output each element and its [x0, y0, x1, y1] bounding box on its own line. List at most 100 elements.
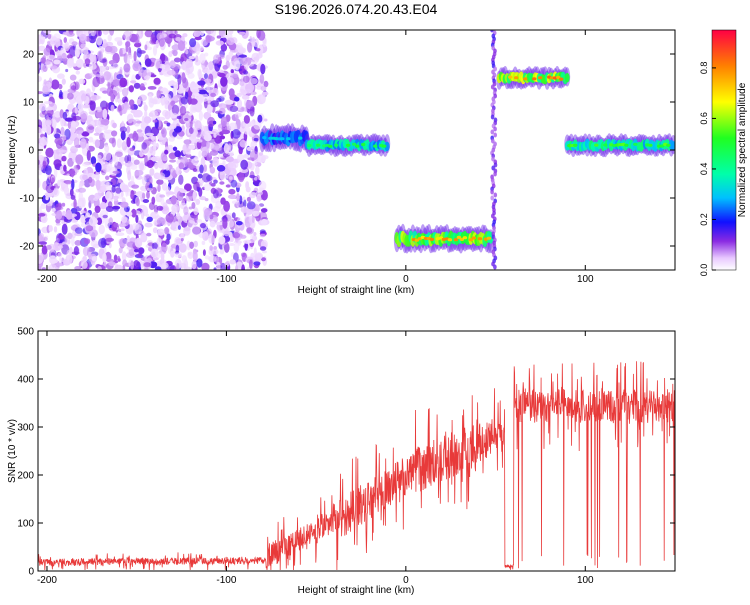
noise-blob [70, 145, 78, 154]
noise-blob [66, 54, 73, 59]
noise-blob [61, 52, 68, 62]
noise-blob [199, 30, 205, 36]
noise-blob [113, 254, 118, 262]
track-peak [355, 144, 360, 148]
snr-ytick-label: 400 [17, 375, 34, 386]
noise-blob [88, 63, 97, 70]
noise-blob [134, 109, 143, 118]
noise-blob [156, 89, 161, 99]
noise-blob [127, 170, 132, 181]
noise-blob [69, 188, 74, 197]
noise-blob [100, 201, 107, 210]
noise-blob [74, 168, 79, 173]
noise-blob [110, 104, 115, 112]
track-blob [490, 114, 495, 120]
noise-blob [57, 73, 65, 79]
noise-blob [161, 262, 169, 269]
noise-blob [249, 174, 256, 179]
track-core [303, 130, 309, 143]
noise-blob [67, 120, 72, 129]
noise-blob [68, 46, 77, 57]
noise-blob [61, 78, 66, 85]
noise-blob [170, 195, 177, 205]
noise-blob [42, 85, 49, 95]
noise-blob [131, 208, 137, 218]
noise-blob [122, 87, 129, 97]
noise-blob [158, 38, 165, 47]
noise-blob [218, 103, 223, 107]
noise-blob [61, 155, 67, 162]
noise-blob [102, 39, 107, 45]
colorbar-tick-label: 0.8 [699, 62, 709, 75]
noise-blob [74, 240, 82, 246]
noise-blob [115, 187, 122, 194]
noise-blob [80, 93, 87, 102]
noise-blob [141, 192, 146, 199]
track-peak [453, 238, 459, 242]
noise-blob [169, 123, 177, 130]
noise-blob [98, 238, 107, 248]
noise-blob [249, 259, 253, 269]
noise-blob [156, 179, 164, 185]
noise-blob [169, 159, 176, 163]
noise-blob [97, 154, 102, 159]
noise-blob [181, 215, 189, 222]
track-peak [462, 236, 468, 240]
noise-blob [139, 162, 145, 171]
noise-blob [81, 261, 88, 269]
noise-blob [48, 263, 57, 270]
noise-blob [69, 74, 77, 81]
spectrogram-ylabel: Frequency (Hz) [7, 116, 18, 185]
noise-blob [198, 110, 203, 121]
noise-blob [132, 132, 139, 142]
noise-blob [246, 208, 253, 215]
noise-blob [219, 262, 226, 270]
noise-blob [102, 131, 112, 140]
noise-blob [259, 233, 266, 238]
noise-blob [51, 79, 60, 90]
track-peak [648, 143, 653, 147]
track-peak [538, 76, 543, 80]
noise-blob [161, 205, 170, 215]
noise-blob [108, 89, 118, 98]
track-core [670, 141, 675, 151]
noise-blob [116, 74, 124, 80]
snr-series-line [38, 361, 675, 571]
noise-blob [201, 262, 210, 270]
noise-blob [186, 192, 194, 197]
snr-xtick-label: 100 [577, 575, 594, 586]
noise-blob [49, 255, 57, 264]
noise-blob [177, 74, 182, 85]
noise-blob [55, 222, 61, 226]
noise-blob [174, 236, 182, 246]
noise-blob [90, 95, 97, 102]
noise-blob [135, 120, 142, 124]
noise-blob [70, 85, 76, 90]
noise-blob [191, 202, 196, 209]
noise-blob [119, 77, 128, 88]
noise-blob [102, 252, 107, 263]
noise-blob [93, 243, 100, 249]
spectrogram-xtick-label: 100 [577, 274, 594, 285]
noise-blob [80, 138, 87, 149]
noise-blob [71, 41, 78, 46]
noise-blob [256, 194, 262, 202]
noise-blob [227, 194, 237, 200]
noise-blob [210, 129, 219, 135]
noise-blob [108, 217, 114, 225]
noise-blob [203, 183, 212, 191]
noise-blob [208, 61, 214, 71]
noise-blob [252, 210, 260, 217]
noise-blob [44, 60, 51, 65]
noise-blob [156, 237, 162, 245]
noise-blob [71, 219, 78, 224]
noise-blob [183, 139, 192, 145]
noise-blob [222, 218, 228, 229]
noise-blob [126, 211, 133, 217]
noise-blob [134, 248, 139, 253]
noise-blob [52, 33, 62, 42]
noise-blob [196, 140, 202, 150]
noise-blob [80, 90, 84, 95]
noise-blob [228, 243, 236, 246]
